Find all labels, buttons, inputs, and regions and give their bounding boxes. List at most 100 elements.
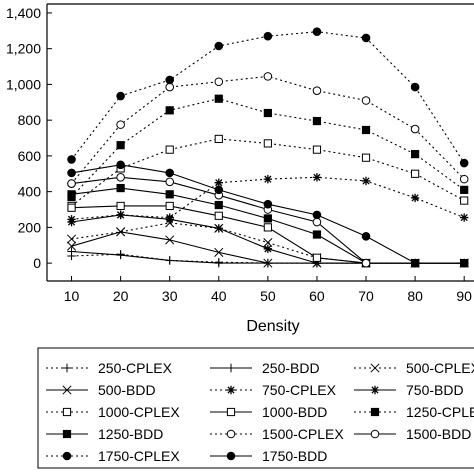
- legend-swatch-marker: [226, 451, 236, 461]
- data-point: [361, 153, 371, 162]
- x-tick-label: 70: [358, 288, 374, 304]
- data-point: [165, 106, 174, 115]
- data-point: [214, 94, 223, 103]
- data-point: [214, 134, 223, 144]
- data-point: [459, 158, 469, 168]
- data-point: [411, 150, 420, 159]
- data-point: [66, 241, 77, 251]
- data-point: [361, 232, 371, 241]
- data-point: [116, 91, 125, 101]
- data-point: [361, 96, 371, 105]
- data-point: [116, 173, 125, 182]
- legend-label: 1000-BDD: [262, 404, 327, 420]
- legend-swatch-marker: [226, 385, 236, 395]
- legend-label: 1500-BDD: [406, 426, 471, 442]
- x-tick-label: 60: [309, 288, 325, 304]
- data-point: [411, 169, 420, 178]
- data-point: [312, 217, 322, 227]
- data-point: [263, 108, 272, 118]
- data-point: [312, 230, 322, 239]
- data-point: [361, 125, 371, 135]
- data-point: [214, 77, 224, 87]
- data-point: [263, 258, 273, 268]
- data-point: [214, 185, 224, 195]
- data-point: [312, 210, 322, 220]
- data-point: [312, 27, 322, 37]
- data-point: [312, 173, 322, 182]
- legend-label: 250-BDD: [262, 360, 320, 376]
- x-tick-label: 20: [113, 288, 129, 304]
- legend-label: 250-CPLEX: [98, 360, 173, 376]
- data-point: [263, 139, 272, 148]
- data-point: [165, 75, 175, 85]
- legend-swatch-marker: [62, 385, 72, 395]
- legend-swatch-marker: [62, 363, 72, 373]
- data-point: [214, 224, 223, 233]
- data-point: [116, 227, 126, 237]
- data-point: [214, 178, 223, 187]
- series-line: [71, 98, 465, 198]
- series-1250-cplex: [67, 94, 469, 202]
- data-point: [165, 190, 174, 199]
- legend-label: 500-CPLEX: [406, 360, 474, 376]
- legend-swatch-marker: [62, 407, 72, 417]
- data-point: [116, 250, 125, 260]
- data-point: [165, 82, 175, 92]
- data-point: [116, 201, 125, 211]
- data-point: [410, 124, 420, 134]
- x-tick-label: 90: [456, 288, 472, 304]
- legend-swatch-marker: [226, 429, 236, 439]
- x-tick-label: 30: [162, 288, 178, 304]
- data-point: [165, 215, 174, 224]
- legend-label: 1250-BDD: [98, 426, 163, 442]
- legend-item: 1250-BDD: [46, 426, 163, 442]
- data-point: [67, 247, 76, 256]
- data-point: [263, 199, 273, 209]
- series-1000-cplex: [67, 134, 469, 211]
- x-tick-label: 10: [64, 288, 80, 304]
- x-tick-label: 50: [260, 288, 276, 304]
- data-point: [460, 196, 469, 205]
- y-tick-label: 800: [18, 112, 42, 128]
- data-point: [66, 234, 77, 244]
- legend-item: 1000-CPLEX: [46, 404, 180, 420]
- legend-item: 1750-BDD: [210, 448, 327, 464]
- data-point: [312, 116, 322, 126]
- data-point: [165, 256, 174, 265]
- legend-label: 500-BDD: [98, 382, 156, 398]
- series-line: [71, 176, 465, 220]
- legend-label: 1750-BDD: [262, 448, 327, 464]
- data-point: [361, 258, 371, 268]
- data-point: [214, 247, 224, 257]
- data-point: [312, 86, 322, 95]
- legend-item: 500-BDD: [46, 382, 156, 398]
- data-point: [67, 190, 76, 199]
- legend-label: 1750-CPLEX: [98, 448, 180, 464]
- y-tick-label: 200: [18, 219, 42, 235]
- data-point: [312, 145, 322, 154]
- y-tick-label: 600: [18, 148, 42, 164]
- legend-swatch-marker: [370, 429, 380, 439]
- data-point: [263, 31, 273, 41]
- x-tick-label: 80: [407, 288, 423, 304]
- legend-item: 250-CPLEX: [46, 360, 173, 376]
- legend-box: [37, 347, 474, 469]
- data-point: [263, 214, 272, 223]
- legend-item: 250-BDD: [210, 360, 320, 376]
- y-tick-label: 1,400: [6, 5, 41, 21]
- data-point: [67, 168, 76, 178]
- data-point: [214, 41, 224, 51]
- data-point: [410, 82, 420, 92]
- legend-label: 750-BDD: [406, 382, 464, 398]
- legend-item: 1250-CPLEX: [354, 404, 474, 420]
- legend-label: 1000-CPLEX: [98, 404, 180, 420]
- data-point: [165, 177, 175, 187]
- data-point: [459, 174, 469, 184]
- data-point: [361, 33, 371, 43]
- data-point: [116, 210, 125, 220]
- y-tick-label: 0: [33, 255, 41, 271]
- data-point: [116, 160, 125, 170]
- data-point: [410, 258, 420, 268]
- legend-swatch-marker: [62, 451, 72, 461]
